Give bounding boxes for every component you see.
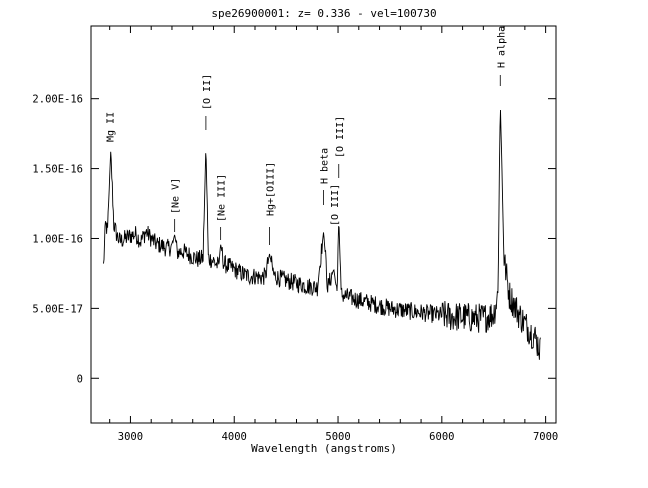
emission-line-label: [O III] (330, 184, 341, 226)
emission-line-label: [Ne III] (217, 174, 228, 222)
chart-title: spe26900001: z= 0.336 - vel=100730 (211, 7, 436, 20)
spectrum-series (103, 109, 541, 360)
x-axis-label: Wavelength (angstroms) (251, 442, 397, 455)
y-tick-label: 1.00E-16 (32, 233, 83, 245)
y-tick-label: 5.00E-17 (32, 303, 83, 315)
spectrum-line (103, 109, 541, 360)
emission-line-label: [O II] (202, 74, 213, 110)
x-tick-label: 3000 (118, 431, 143, 443)
y-tick-label: 0 (77, 373, 83, 385)
y-tick-label: 1.50E-16 (32, 164, 83, 176)
x-tick-label: 4000 (222, 431, 247, 443)
emission-line-label: Hg+[OIII] (266, 162, 277, 216)
plot-frame (90, 25, 557, 424)
y-tick-label: 2.00E-16 (32, 94, 83, 106)
emission-line-label: Mg II (106, 112, 117, 142)
emission-line-label: [Ne V] (171, 178, 182, 214)
x-axis: 3000 4000 5000 6000 7000 (109, 26, 558, 443)
emission-line-label: H beta (320, 148, 331, 184)
x-tick-label: 5000 (325, 431, 350, 443)
emission-line-label: H alpha (496, 26, 507, 68)
emission-line-label: [O III] (335, 116, 346, 158)
x-tick-label: 6000 (429, 431, 454, 443)
emission-line-labels: Mg II [Ne V] [O II] [Ne III] Hg+[OIII] [O III… (106, 26, 507, 245)
x-tick-label: 7000 (533, 431, 558, 443)
y-axis: 0 5.00E-17 1.00E-16 1.50E-16 2.00E-16 (32, 94, 556, 385)
